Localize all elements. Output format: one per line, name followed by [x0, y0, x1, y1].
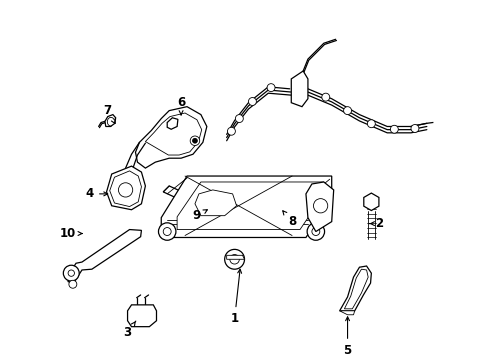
- Polygon shape: [177, 182, 323, 230]
- Circle shape: [366, 120, 375, 128]
- Polygon shape: [363, 193, 378, 211]
- Circle shape: [410, 125, 418, 132]
- Polygon shape: [291, 71, 307, 107]
- Polygon shape: [167, 118, 178, 129]
- Text: 1: 1: [230, 269, 241, 325]
- Circle shape: [68, 270, 74, 276]
- Polygon shape: [109, 171, 141, 207]
- Circle shape: [321, 93, 329, 101]
- Circle shape: [313, 199, 327, 213]
- Polygon shape: [135, 107, 206, 168]
- Circle shape: [266, 84, 274, 91]
- Circle shape: [192, 138, 197, 143]
- Text: 3: 3: [123, 321, 136, 339]
- Circle shape: [311, 228, 319, 235]
- Text: 2: 2: [369, 217, 383, 230]
- Polygon shape: [344, 269, 367, 309]
- Polygon shape: [145, 113, 201, 155]
- Circle shape: [163, 228, 171, 235]
- Circle shape: [343, 107, 351, 114]
- Circle shape: [248, 98, 256, 105]
- Polygon shape: [163, 186, 216, 214]
- Circle shape: [306, 223, 324, 240]
- Text: 10: 10: [60, 227, 82, 240]
- Polygon shape: [339, 311, 354, 315]
- Text: 9: 9: [192, 209, 207, 222]
- Circle shape: [118, 183, 132, 197]
- Polygon shape: [105, 114, 116, 126]
- Polygon shape: [339, 266, 370, 311]
- Polygon shape: [106, 166, 145, 210]
- Polygon shape: [161, 176, 331, 238]
- Circle shape: [229, 255, 239, 264]
- Circle shape: [224, 249, 244, 269]
- Circle shape: [190, 136, 199, 145]
- Text: 8: 8: [282, 211, 296, 228]
- Circle shape: [63, 265, 79, 281]
- Polygon shape: [68, 230, 141, 282]
- Text: 6: 6: [177, 96, 185, 115]
- Polygon shape: [226, 255, 244, 259]
- Circle shape: [69, 280, 77, 288]
- Polygon shape: [305, 182, 333, 231]
- Circle shape: [227, 127, 235, 135]
- Circle shape: [389, 125, 398, 133]
- Text: 4: 4: [85, 187, 107, 201]
- Text: 7: 7: [103, 104, 115, 123]
- Text: 5: 5: [343, 317, 351, 357]
- Polygon shape: [127, 305, 156, 327]
- Circle shape: [158, 223, 176, 240]
- Polygon shape: [195, 190, 236, 216]
- Circle shape: [235, 114, 243, 122]
